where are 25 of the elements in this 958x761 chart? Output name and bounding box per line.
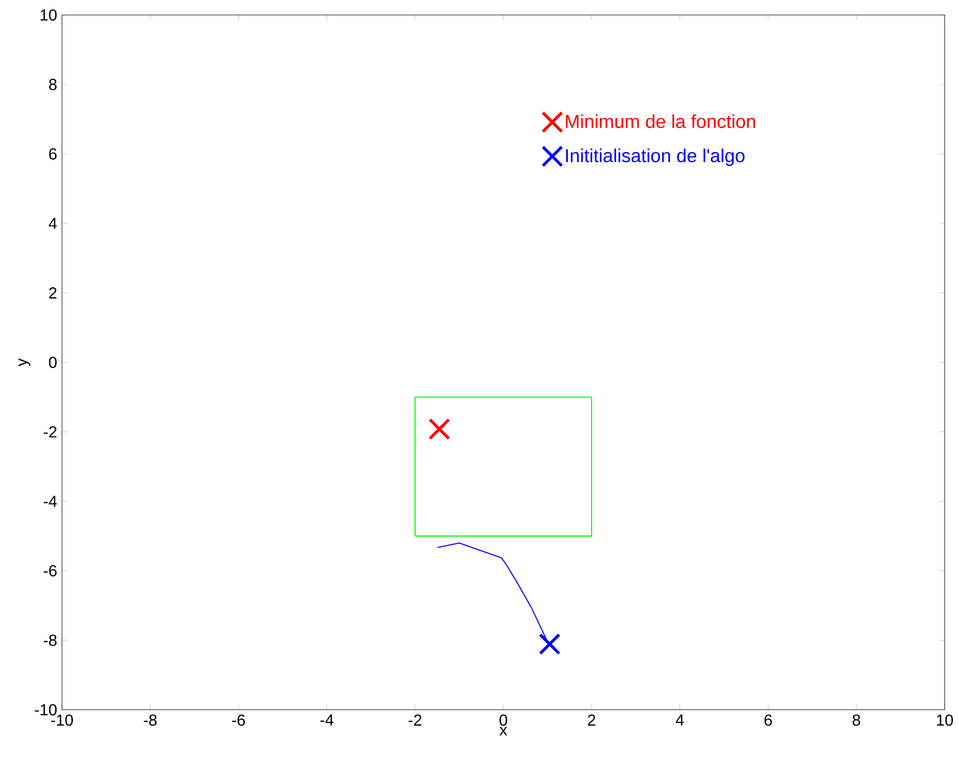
x-tick-label: 0 — [500, 714, 508, 726]
y-tick-label: -4 — [44, 496, 57, 507]
x-tick-label: 8 — [852, 714, 860, 726]
y-tick-label: 0 — [49, 356, 57, 368]
x-tick-label: -4 — [320, 714, 334, 726]
legend-label: Minimum de la fonction — [566, 114, 756, 128]
x-tick-label: 2 — [588, 714, 596, 726]
y-tick-label: 2 — [49, 287, 56, 299]
y-tick-label: 6 — [49, 148, 57, 160]
y-tick-label: 4 — [48, 218, 57, 230]
legend-label: Inititialisation de l'algo — [566, 148, 745, 166]
x-tick-label: -8 — [144, 714, 157, 726]
y-tick-label: -2 — [44, 426, 56, 438]
y-tick-label: 8 — [49, 78, 57, 90]
x-tick-label: 10 — [936, 714, 953, 726]
y-tick-label: -6 — [44, 565, 57, 577]
x-tick-label: -2 — [408, 714, 422, 726]
y-tick-label: -8 — [44, 634, 57, 646]
y-tick-label: -10 — [34, 704, 57, 716]
x-tick-label: 6 — [764, 714, 772, 726]
y-tick-label: 10 — [40, 9, 57, 21]
x-tick-label: -6 — [232, 714, 245, 726]
x-axis-title: x — [500, 727, 508, 736]
y-axis-title: y — [18, 358, 30, 366]
x-tick-label: 4 — [676, 714, 684, 726]
